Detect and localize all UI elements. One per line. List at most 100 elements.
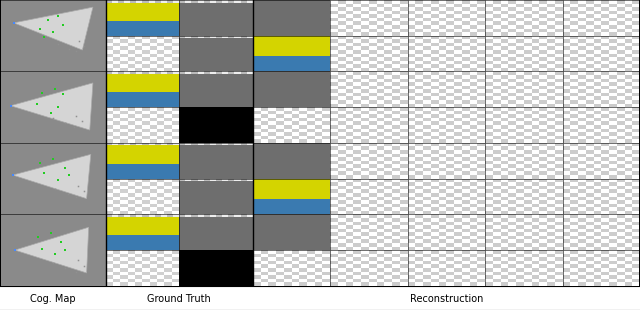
Bar xyxy=(338,64,346,68)
Bar xyxy=(400,100,408,104)
Bar xyxy=(216,215,222,217)
Bar xyxy=(431,222,438,225)
Bar xyxy=(563,32,570,36)
Bar xyxy=(470,46,477,50)
Bar xyxy=(210,215,216,217)
Bar xyxy=(462,36,470,39)
Bar xyxy=(408,68,415,72)
Bar xyxy=(617,215,625,218)
Bar xyxy=(179,36,186,38)
Bar xyxy=(369,143,377,147)
Bar xyxy=(447,250,454,254)
Bar xyxy=(524,186,532,189)
Bar xyxy=(400,150,408,154)
Bar xyxy=(408,4,415,7)
Bar xyxy=(593,96,602,100)
Bar xyxy=(438,68,447,72)
Bar xyxy=(353,57,361,61)
Bar xyxy=(253,125,260,129)
Bar xyxy=(400,14,408,18)
Bar xyxy=(135,61,143,64)
Bar xyxy=(438,46,447,50)
Bar xyxy=(593,75,602,79)
Bar xyxy=(157,193,164,197)
Bar xyxy=(493,157,500,161)
Bar xyxy=(431,215,438,218)
Bar xyxy=(307,114,315,118)
Bar xyxy=(477,171,485,175)
Bar xyxy=(578,111,586,114)
Bar xyxy=(369,193,377,197)
Bar xyxy=(210,143,216,145)
Bar xyxy=(578,175,586,179)
Bar xyxy=(586,57,593,61)
Bar xyxy=(300,268,307,272)
Bar xyxy=(415,229,423,232)
Bar xyxy=(438,82,447,86)
Bar xyxy=(353,72,361,75)
Bar xyxy=(547,89,555,93)
Bar xyxy=(253,179,330,199)
Bar xyxy=(377,54,385,57)
Bar xyxy=(532,168,540,171)
Bar xyxy=(477,215,485,218)
Bar xyxy=(462,229,470,232)
Bar xyxy=(570,236,578,239)
Bar xyxy=(447,236,454,239)
Bar xyxy=(346,46,353,50)
Bar xyxy=(570,29,578,32)
Bar xyxy=(493,279,500,282)
Bar xyxy=(447,122,454,125)
Bar xyxy=(246,179,253,181)
Bar xyxy=(578,4,586,7)
Bar xyxy=(353,36,361,39)
Bar xyxy=(563,211,570,215)
Bar xyxy=(563,175,570,179)
Bar xyxy=(338,250,346,254)
Bar xyxy=(268,132,276,136)
Bar xyxy=(136,143,143,145)
Bar xyxy=(524,143,532,147)
Bar xyxy=(120,182,128,186)
Bar xyxy=(578,132,586,136)
Bar xyxy=(555,43,563,46)
Bar xyxy=(462,79,470,82)
Bar xyxy=(625,75,632,79)
Bar xyxy=(438,189,447,193)
Bar xyxy=(369,100,377,104)
Bar xyxy=(234,143,241,145)
Bar xyxy=(532,175,540,179)
Bar xyxy=(540,229,547,232)
Bar xyxy=(547,161,555,164)
Bar xyxy=(462,29,470,32)
Bar xyxy=(415,14,423,18)
Bar xyxy=(516,125,524,129)
Bar xyxy=(454,132,462,136)
Bar xyxy=(500,39,508,43)
Bar xyxy=(400,207,408,211)
Bar xyxy=(330,125,338,129)
Bar xyxy=(353,93,361,96)
Bar xyxy=(570,7,578,11)
Bar xyxy=(516,61,524,64)
Bar xyxy=(392,4,400,7)
Bar xyxy=(632,7,640,11)
Bar xyxy=(540,114,547,118)
Bar xyxy=(400,57,408,61)
Bar xyxy=(338,43,346,46)
Bar xyxy=(447,136,454,139)
Bar xyxy=(454,246,462,250)
Bar xyxy=(477,72,485,75)
Bar xyxy=(493,129,500,132)
Bar xyxy=(338,186,346,189)
Bar xyxy=(516,4,524,7)
Bar xyxy=(157,179,164,182)
Bar xyxy=(508,0,516,4)
Bar xyxy=(470,282,477,286)
Bar xyxy=(632,100,640,104)
Bar xyxy=(532,18,540,21)
Bar xyxy=(120,139,128,143)
Bar xyxy=(423,139,431,143)
Bar xyxy=(602,100,609,104)
Bar xyxy=(172,122,179,125)
